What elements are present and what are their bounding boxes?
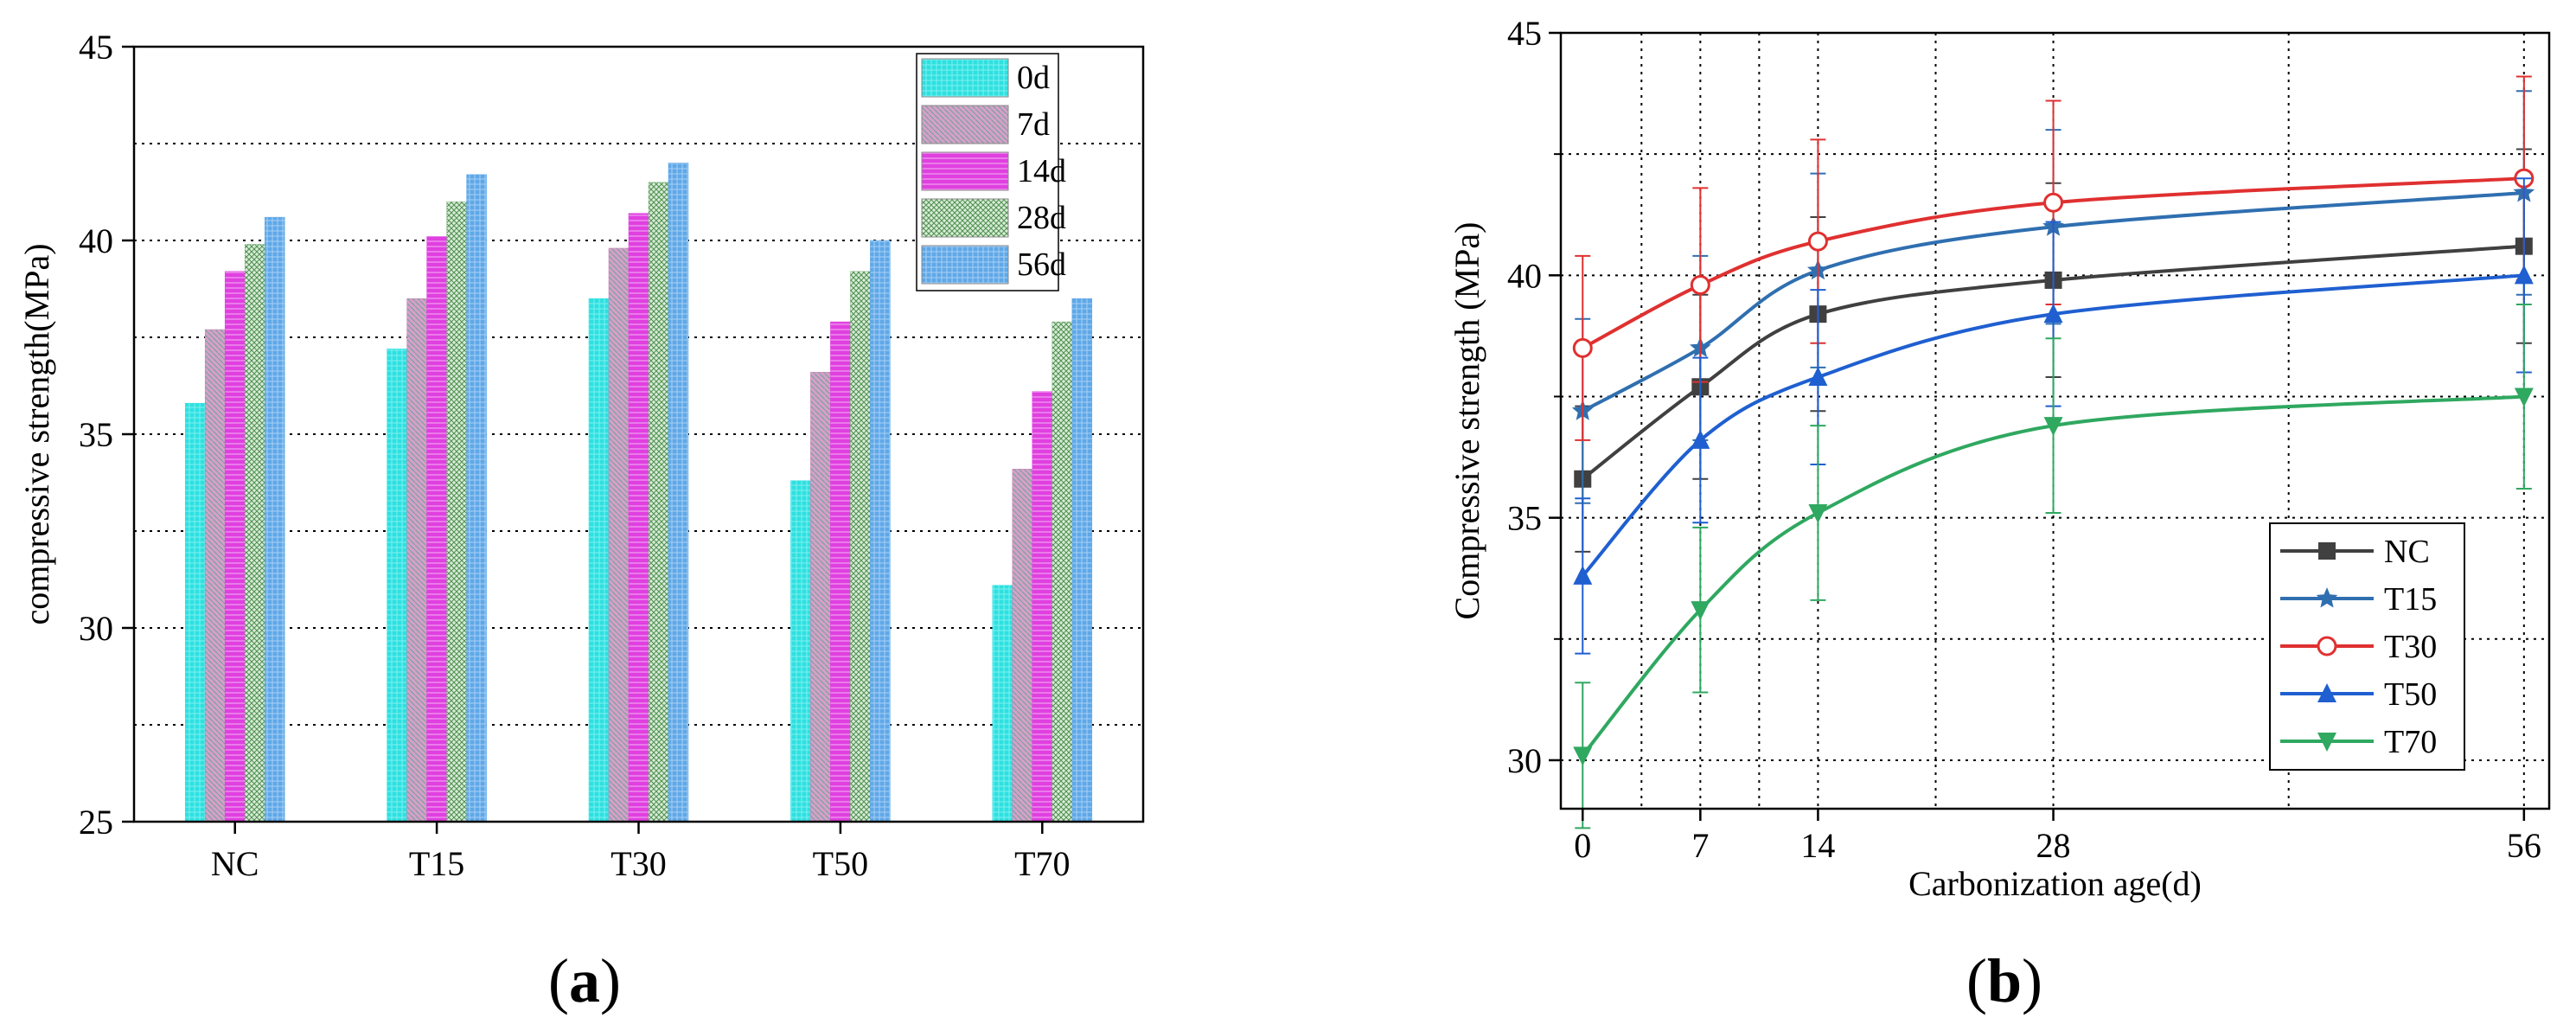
a-legend: 0d 7d 14d 28d 56d — [917, 54, 1066, 291]
a-legend-swatch — [922, 246, 1008, 284]
a-y-tick-label: 35 — [79, 415, 113, 454]
b-point — [1808, 504, 1827, 523]
panel-a-bar-chart: 25 30 35 40 45 NC T15 T30 T50 T70 compressive str… — [17, 28, 1143, 1015]
a-x-tick-label: T15 — [409, 844, 464, 883]
a-bar — [1052, 322, 1072, 822]
a-bar — [467, 175, 487, 822]
b-point — [2045, 194, 2062, 211]
b-y-tick-label: 35 — [1507, 499, 1542, 538]
figure: 25 30 35 40 45 NC T15 T30 T50 T70 compressive str… — [0, 0, 2576, 1031]
panel-a-caption: (a) — [548, 946, 621, 1015]
b-legend-label: T30 — [2384, 629, 2437, 665]
a-bar — [1032, 392, 1052, 822]
b-x-tick-label: 56 — [2507, 826, 2541, 865]
a-x-tick-label: T70 — [1014, 844, 1070, 883]
b-x-tick-label: 28 — [2036, 826, 2071, 865]
a-bar — [993, 586, 1013, 822]
b-legend-label: T50 — [2384, 676, 2437, 713]
a-legend-swatch — [922, 199, 1008, 237]
b-y-tick-label: 45 — [1507, 14, 1542, 53]
b-x-axis-label: Carbonization age(d) — [1908, 864, 2202, 903]
a-legend-label: 14d — [1017, 153, 1066, 189]
a-bar — [830, 322, 850, 822]
a-y-tick-label: 30 — [79, 609, 113, 648]
b-x-tick-label: 0 — [1574, 826, 1591, 865]
a-bar — [629, 214, 649, 822]
a-y-tick-label: 40 — [79, 221, 113, 260]
a-bar — [447, 202, 467, 822]
b-point — [1574, 339, 1591, 356]
b-point — [1573, 746, 1592, 765]
b-y-tick-label: 40 — [1507, 256, 1542, 295]
a-bar — [1072, 298, 1092, 822]
b-legend-label: T70 — [2384, 724, 2437, 760]
a-legend-swatch — [922, 106, 1008, 144]
a-bar — [185, 403, 205, 822]
a-bar — [589, 298, 609, 822]
a-y-tick-label: 25 — [79, 803, 113, 842]
a-legend-swatch — [922, 59, 1008, 97]
a-x-tick-label: T50 — [813, 844, 868, 883]
panel-b-caption: (b) — [1966, 946, 2042, 1015]
a-bar — [265, 217, 284, 822]
a-y-tick-label: 45 — [79, 28, 113, 67]
a-legend-label: 7d — [1017, 106, 1050, 143]
a-bar — [790, 481, 810, 822]
a-bar — [387, 349, 407, 822]
b-x-tick-label: 14 — [1800, 826, 1835, 865]
panel-b-line-chart: 30 35 40 45 0 7 14 28 56 Compressive strength (M… — [1448, 14, 2549, 1015]
a-bar — [1013, 469, 1032, 822]
a-bar — [668, 163, 688, 822]
b-legend: NC T15 T30 T50 T70 — [2270, 523, 2464, 770]
a-bar — [609, 248, 629, 822]
b-point — [1691, 277, 1709, 294]
b-y-tick-label: 30 — [1507, 741, 1542, 780]
b-legend-marker — [2318, 637, 2336, 655]
b-y-axis-label: Compressive strength (MPa) — [1448, 222, 1486, 620]
a-bar — [850, 272, 870, 822]
a-x-tick-label: NC — [211, 844, 259, 883]
a-bar — [810, 372, 830, 822]
b-point — [1809, 233, 1826, 250]
a-bar — [225, 272, 245, 822]
a-y-axis-label: compressive strength(MPa) — [17, 243, 56, 624]
a-bar — [427, 237, 447, 822]
b-legend-marker — [2318, 542, 2336, 560]
a-legend-swatch — [922, 152, 1008, 190]
a-bar — [870, 240, 890, 822]
b-legend-label: T15 — [2384, 581, 2437, 618]
a-legend-label: 0d — [1017, 60, 1050, 96]
a-bar — [205, 330, 225, 822]
a-legend-label: 56d — [1017, 247, 1066, 283]
a-bar — [649, 183, 668, 822]
a-bar — [407, 298, 427, 822]
a-bar — [245, 244, 265, 822]
a-legend-label: 28d — [1017, 200, 1066, 236]
b-legend-label: NC — [2384, 534, 2430, 570]
a-x-tick-label: T30 — [610, 844, 666, 883]
b-x-tick-label: 7 — [1691, 826, 1709, 865]
